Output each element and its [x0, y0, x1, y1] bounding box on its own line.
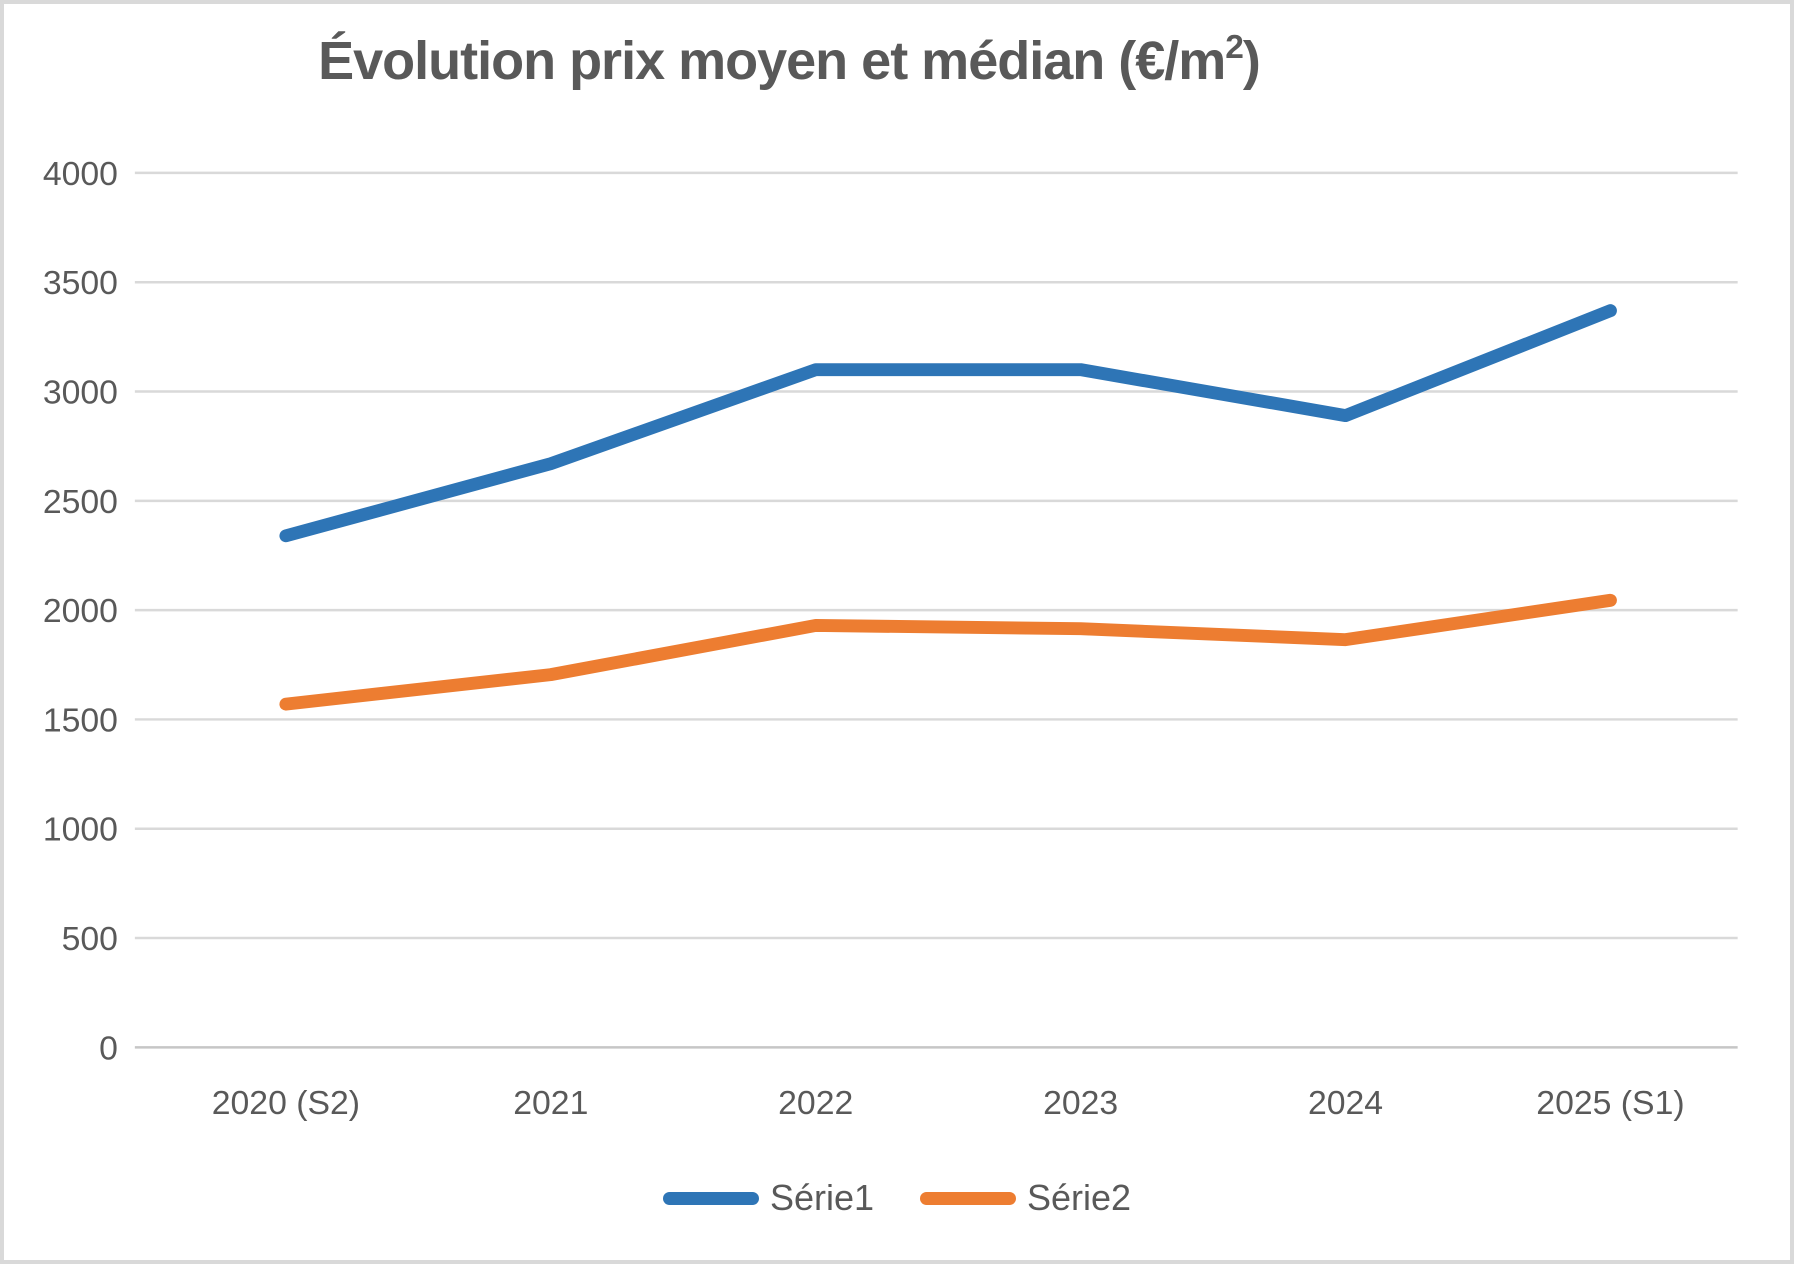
x-axis-label: 2022: [778, 1084, 853, 1122]
legend-swatch-serie1: [662, 1191, 759, 1205]
x-axis-label: 2021: [513, 1084, 588, 1122]
chart-title-text: Évolution prix moyen et médian (€/m: [318, 31, 1226, 91]
y-axis-tick-label: 3000: [43, 373, 118, 411]
y-axis-tick-label: 4000: [43, 155, 118, 193]
y-axis-tick-label: 0: [99, 1029, 118, 1067]
y-axis-tick-label: 1500: [43, 701, 118, 739]
legend: Série1 Série2: [4, 1180, 1790, 1216]
chart-title: Évolution prix moyen et médian (€/m2): [4, 29, 1574, 92]
series-line-serie2: [279, 593, 1617, 711]
plot-area: 0 500 1000 1500 2000 2500 3000 3500 4000 2020 (S2…: [43, 155, 1738, 1122]
y-axis-tick-label: 2000: [43, 592, 118, 630]
x-axis-label: 2023: [1043, 1084, 1118, 1122]
x-axis-label: 2024: [1308, 1084, 1383, 1122]
y-axis-tick-label: 500: [62, 920, 118, 958]
legend-item-serie2: Série2: [920, 1180, 1131, 1216]
legend-label-serie1: Série1: [769, 1177, 874, 1218]
x-axis-label: 2025 (S1): [1536, 1084, 1684, 1122]
y-axis-tick-label: 3500: [43, 264, 118, 302]
legend-swatch-serie2: [920, 1191, 1016, 1205]
y-axis-tick-label: 1000: [43, 811, 118, 849]
legend-label-serie2: Série2: [1027, 1177, 1132, 1218]
chart-title-superscript: 2: [1225, 29, 1244, 67]
y-axis-tick-label: 2500: [43, 483, 118, 521]
legend-item-serie1: Série1: [662, 1177, 874, 1218]
x-axis-label: 2020 (S2): [212, 1084, 360, 1122]
chart-title-close-paren: ): [1242, 31, 1261, 91]
series-line-serie1: [279, 304, 1617, 543]
